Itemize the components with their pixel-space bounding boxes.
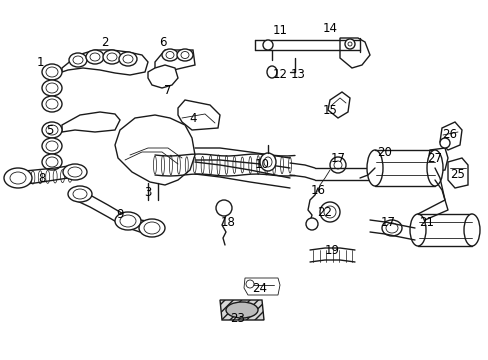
Ellipse shape [68,186,92,202]
Text: 22: 22 [317,206,332,219]
Ellipse shape [177,49,193,61]
Ellipse shape [245,280,253,288]
Polygon shape [62,112,120,132]
Ellipse shape [463,214,479,246]
Text: 6: 6 [159,36,166,49]
Ellipse shape [260,153,275,171]
Ellipse shape [69,53,87,67]
Ellipse shape [42,80,62,96]
Polygon shape [447,158,467,188]
Polygon shape [178,100,220,130]
Polygon shape [148,65,178,88]
Ellipse shape [42,122,62,138]
Text: 18: 18 [220,216,235,229]
Polygon shape [427,148,447,172]
Polygon shape [155,50,195,72]
Ellipse shape [366,150,382,186]
Ellipse shape [139,219,164,237]
Text: 10: 10 [254,158,269,171]
Ellipse shape [42,138,62,154]
Ellipse shape [42,154,62,170]
Ellipse shape [426,150,442,186]
Text: 24: 24 [252,282,267,294]
Text: 21: 21 [419,216,434,229]
Text: 12: 12 [272,68,287,81]
Text: 13: 13 [290,68,305,81]
Ellipse shape [381,220,401,236]
Ellipse shape [115,212,141,230]
Text: 3: 3 [144,185,151,198]
Polygon shape [62,50,148,75]
Text: 11: 11 [272,23,287,36]
Ellipse shape [329,157,346,173]
Text: 23: 23 [230,311,245,324]
Ellipse shape [345,39,354,49]
Text: 14: 14 [322,22,337,35]
Text: 1: 1 [36,55,43,68]
Text: 16: 16 [310,184,325,197]
Text: 25: 25 [449,168,465,181]
Ellipse shape [263,40,272,50]
Ellipse shape [216,200,231,216]
Ellipse shape [319,202,339,222]
Polygon shape [339,38,369,68]
Ellipse shape [86,50,104,64]
Text: 9: 9 [116,208,123,221]
Ellipse shape [225,302,258,318]
Ellipse shape [409,214,425,246]
Polygon shape [244,278,280,295]
Polygon shape [115,115,195,185]
Text: 5: 5 [46,123,54,136]
Text: 15: 15 [322,104,337,117]
Ellipse shape [266,66,276,78]
Text: 19: 19 [324,243,339,256]
Text: 8: 8 [38,171,45,184]
Text: 7: 7 [164,84,171,96]
Ellipse shape [42,96,62,112]
Text: 20: 20 [377,145,392,158]
Polygon shape [327,92,349,118]
Ellipse shape [42,64,62,80]
Text: 17: 17 [380,216,395,229]
Text: 17: 17 [330,152,345,165]
Text: 27: 27 [427,152,442,165]
Ellipse shape [162,49,178,61]
Ellipse shape [4,168,32,188]
Ellipse shape [103,50,121,64]
Polygon shape [220,300,264,320]
Ellipse shape [119,52,137,66]
Text: 4: 4 [189,112,196,125]
Text: 2: 2 [101,36,108,49]
Ellipse shape [439,138,449,148]
Polygon shape [439,122,461,150]
Text: 26: 26 [442,129,457,141]
Ellipse shape [63,164,87,180]
Ellipse shape [305,218,317,230]
